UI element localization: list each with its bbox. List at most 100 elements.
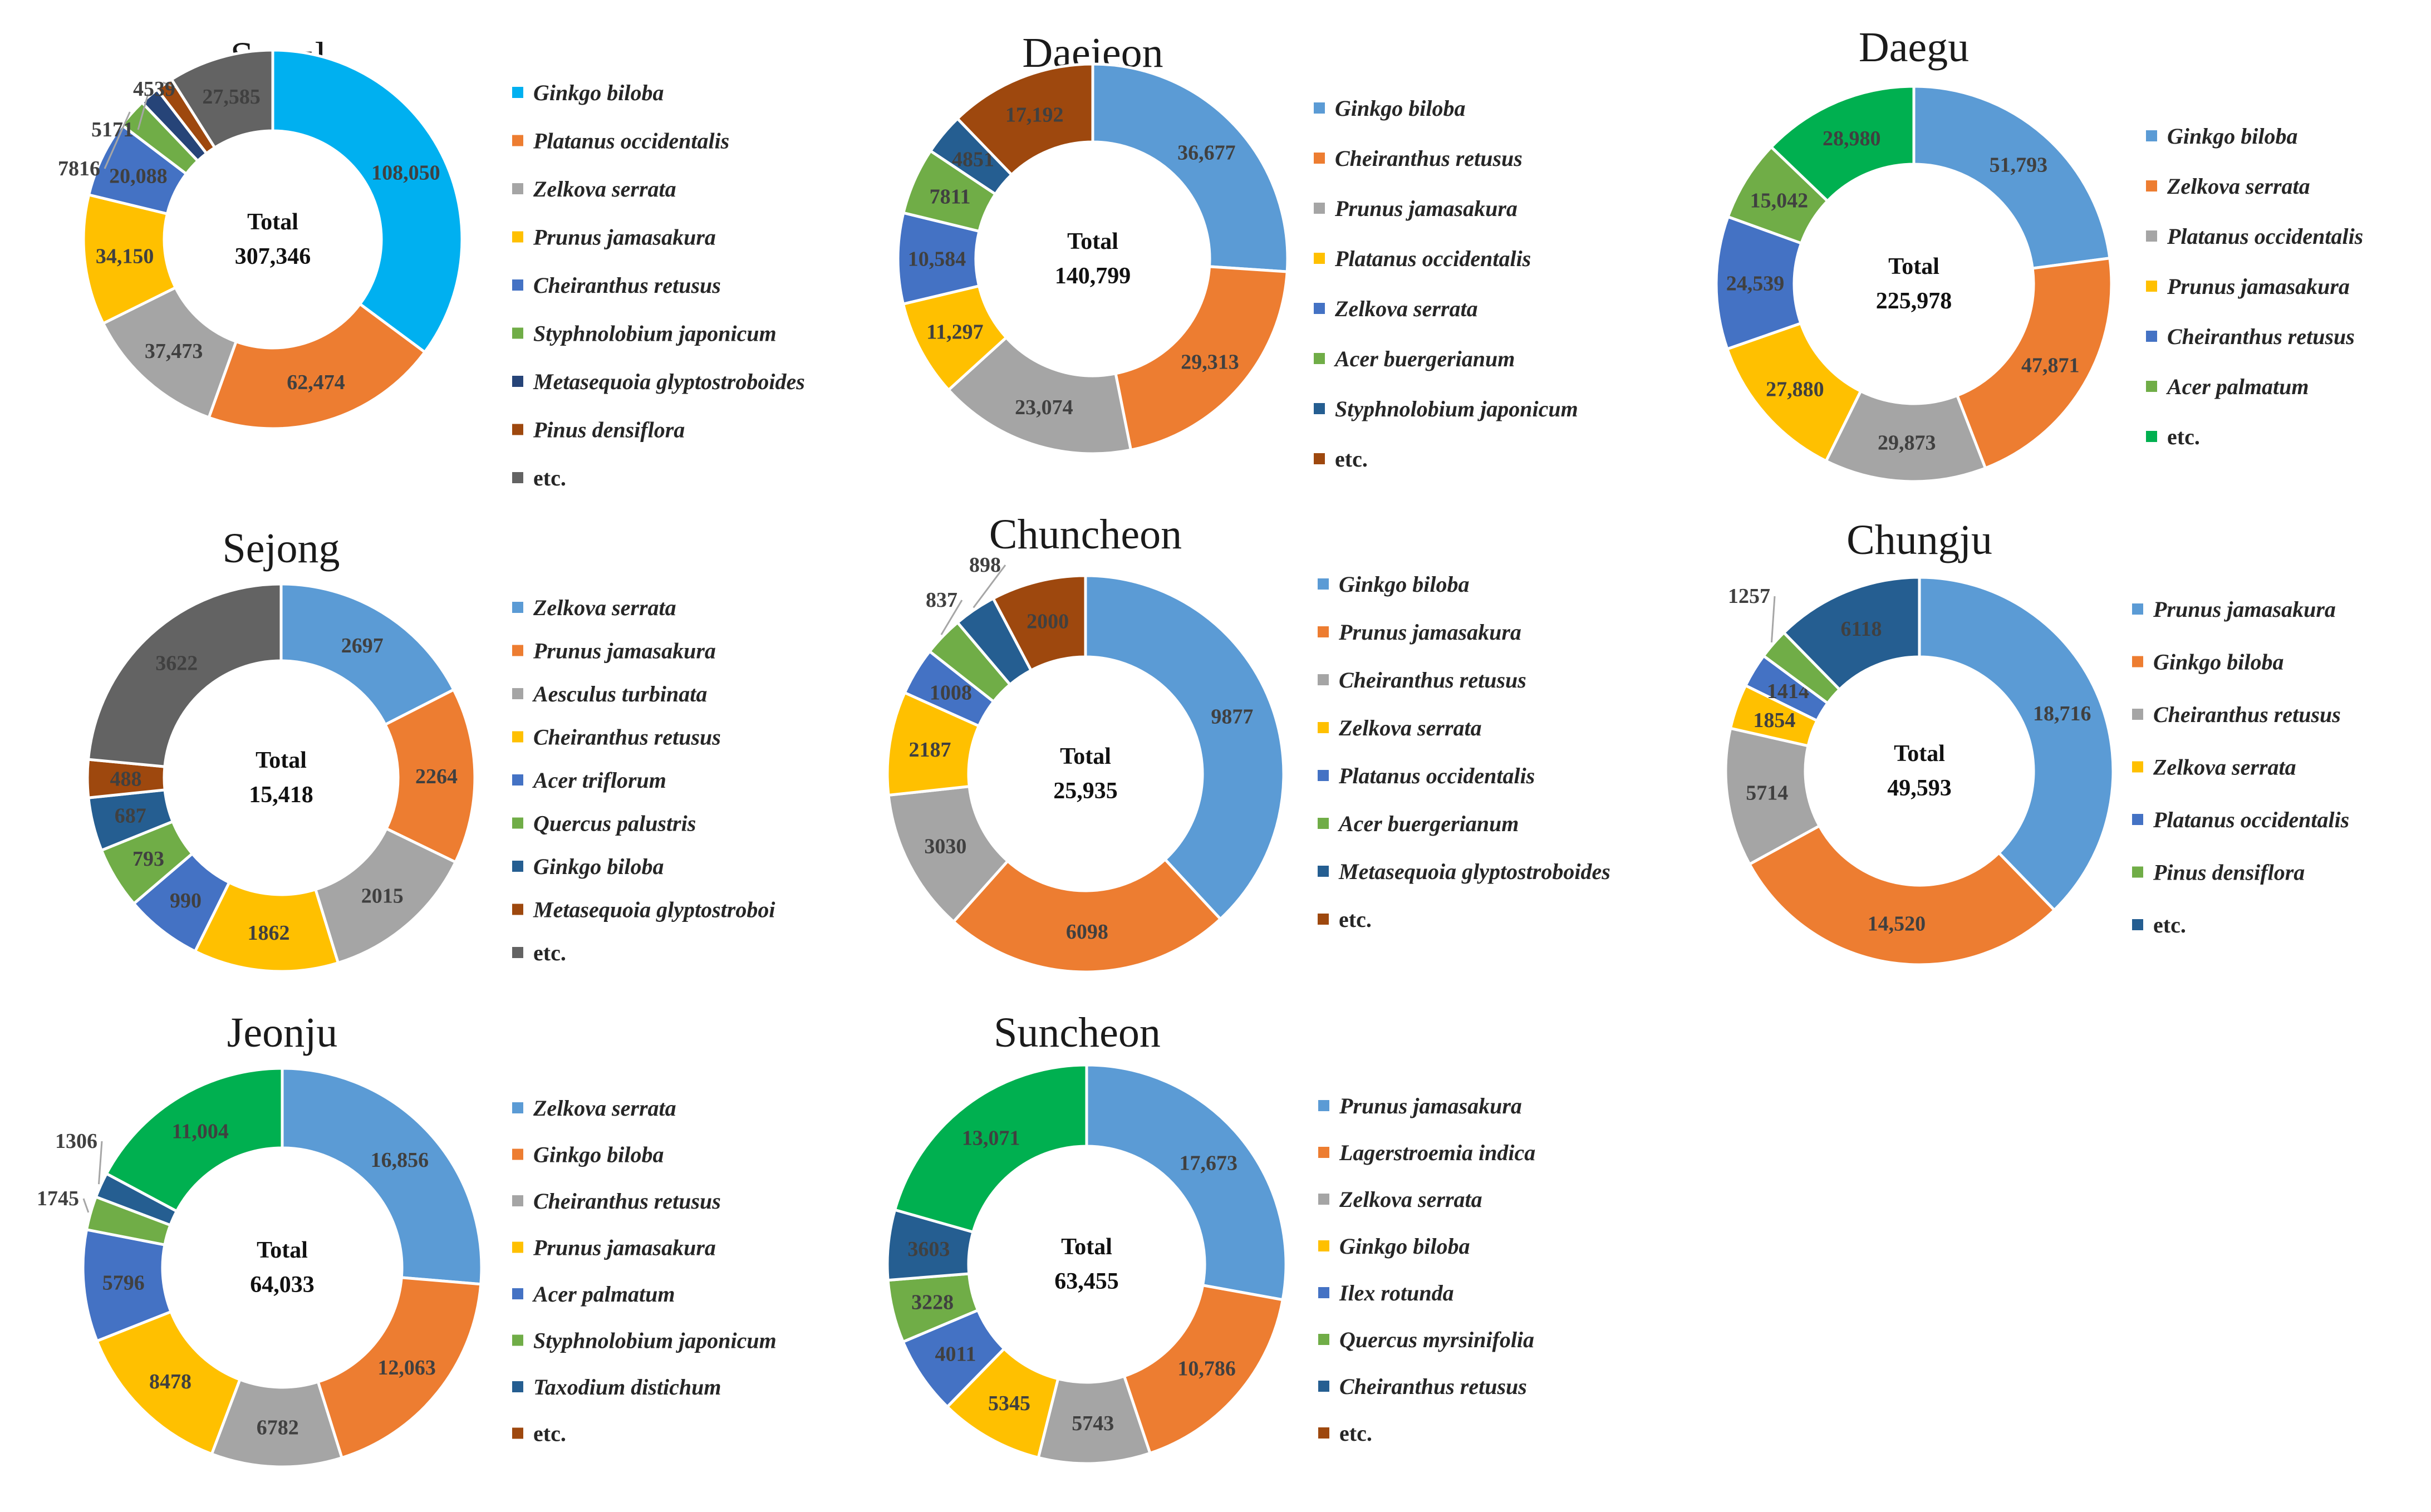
donut-chart-jeonju: Jeonju 16,856 12,063 6782 8478 5796 1745 1306 11…: [37, 1009, 777, 1469]
slice-value-label: 34,150: [96, 245, 154, 268]
slice-value-label: 36,677: [1177, 141, 1236, 165]
chart-title: Chuncheon: [989, 511, 1182, 558]
legend-swatch: [1318, 1147, 1329, 1158]
donut-slice: [1955, 256, 2113, 470]
donut-chart-suncheon: Suncheon 17,673 10,786 5743 5345 4011 3228 3603…: [886, 1009, 1535, 1465]
legend-label: Metasequoia glyptostroboides: [533, 369, 805, 394]
slice-value-label: 3228: [911, 1291, 954, 1314]
total-label: Total: [256, 748, 307, 773]
legend-swatch: [512, 1148, 523, 1160]
leader-line: [973, 564, 1006, 608]
legend-swatch: [2146, 381, 2157, 392]
legend-swatch: [1318, 818, 1329, 829]
slice-value-label: 18,716: [2033, 702, 2091, 725]
donut-chart-sejong: Sejong 2697 2264 2015 1862 990 793 687 488 3622 To…: [86, 525, 775, 973]
legend-swatch: [1318, 578, 1329, 590]
slice-value-label: 5345: [988, 1392, 1030, 1415]
legend-label: Ginkgo biloba: [533, 1142, 664, 1167]
total-value: 225,978: [1876, 288, 1952, 314]
legend: Ginkgo biloba Platanus occidentalis Zelkov…: [512, 80, 805, 490]
legend-swatch: [512, 1241, 523, 1253]
donut-slice: [1091, 62, 1289, 273]
legend-label: etc.: [533, 1421, 566, 1446]
slice-value-label: 37,473: [145, 340, 203, 363]
slice-value-label: 687: [115, 804, 146, 827]
legend-swatch: [2146, 431, 2157, 442]
legend-swatch: [512, 861, 523, 872]
slice-value-label: 27,585: [202, 85, 261, 109]
legend: Zelkova serrata Prunus jamasakura Aesculus…: [512, 595, 775, 965]
donut-slice: [1769, 85, 1916, 203]
legend-label: Ginkgo biloba: [1339, 1234, 1470, 1259]
legend-swatch: [2132, 866, 2143, 878]
slice-value-label: 4011: [935, 1343, 976, 1366]
legend-swatch: [2146, 281, 2157, 292]
legend-label: Lagerstroemia indica: [1339, 1140, 1535, 1165]
slice-value-label: 12,063: [377, 1356, 436, 1380]
legend-label: Cheiranthus retusus: [2167, 324, 2355, 349]
donut-slice: [104, 1067, 284, 1214]
total-label: Total: [1060, 744, 1111, 769]
donut-slice: [86, 582, 283, 768]
legend-label: Prunus jamasakura: [533, 225, 716, 250]
slice-value-label: 1862: [248, 921, 290, 945]
slice-value-label: 23,074: [1015, 396, 1073, 419]
legend-swatch: [1318, 1287, 1329, 1298]
slice-value-label: 8478: [149, 1370, 191, 1393]
legend-label: Zelkova serrata: [1339, 1187, 1482, 1212]
legend-swatch: [1318, 1427, 1329, 1439]
legend-swatch: [512, 1195, 523, 1206]
chart-title: Suncheon: [994, 1009, 1161, 1056]
slice-value-label: 3030: [924, 834, 966, 858]
slice-value-label: 837: [926, 588, 957, 612]
legend-swatch: [2132, 919, 2143, 930]
legend-swatch: [512, 904, 523, 915]
chart-title: Daegu: [1859, 24, 1969, 71]
slice-value-label: 5743: [1072, 1412, 1114, 1435]
legend: Ginkgo biloba Prunus jamasakura Cheiranthu…: [1318, 572, 1610, 932]
legend-swatch: [512, 1427, 523, 1439]
legend-swatch: [1314, 153, 1325, 164]
legend-label: Acer triflorum: [532, 768, 666, 793]
slice-value-label: 2187: [908, 738, 951, 762]
legend-label: Acer buergerianum: [1333, 346, 1515, 371]
total-value: 49,593: [1887, 775, 1952, 801]
legend-label: Platanus occidentalis: [2153, 807, 2349, 832]
slice-value-label: 9877: [1211, 705, 1253, 729]
legend-label: Ginkgo biloba: [2153, 650, 2283, 675]
legend-label: Prunus jamasakura: [2167, 274, 2350, 299]
total-value: 15,418: [249, 782, 313, 808]
slice-value-label: 5714: [1746, 781, 1788, 804]
legend-swatch: [512, 183, 523, 194]
slice-value-label: 29,313: [1181, 351, 1239, 374]
slice-value-label: 17,192: [1005, 103, 1064, 126]
legend-label: Taxodium distichum: [533, 1374, 721, 1400]
slice-value-label: 47,871: [2021, 354, 2080, 377]
total-label: Total: [1061, 1234, 1112, 1260]
legend: Zelkova serrata Ginkgo biloba Cheiranthus …: [512, 1096, 777, 1446]
legend-swatch: [1314, 353, 1325, 364]
donut-chart-daegu: Daegu 51,793 47,871 29,873 27,880 24,539 15,04…: [1715, 24, 2363, 483]
legend-swatch: [512, 1334, 523, 1346]
legend-label: Cheiranthus retusus: [1339, 667, 1526, 693]
legend-label: Styphnolobium japonicum: [1335, 396, 1578, 421]
legend-swatch: [512, 602, 523, 613]
slice-value-label: 2264: [415, 765, 458, 788]
legend-swatch: [1318, 1240, 1329, 1251]
slice-value-label: 6782: [257, 1416, 299, 1439]
leader-line: [97, 1141, 103, 1185]
legend-label: etc.: [2153, 912, 2186, 937]
legend-swatch: [1318, 1381, 1329, 1392]
slice-value-label: 11,004: [172, 1120, 229, 1143]
slice-value-label: 898: [969, 553, 1001, 577]
total-value: 63,455: [1054, 1269, 1119, 1294]
legend: Ginkgo biloba Zelkova serrata Platanus occ…: [2146, 124, 2363, 449]
slice-value-label: 17,673: [1179, 1151, 1237, 1175]
donut-slice: [316, 1276, 483, 1460]
legend-label: etc.: [533, 465, 566, 490]
legend-swatch: [512, 645, 523, 656]
legend-swatch: [512, 688, 523, 699]
legend-label: Styphnolobium japonicum: [533, 321, 777, 346]
legend-swatch: [512, 1381, 523, 1392]
slice-value-label: 5796: [102, 1272, 145, 1295]
